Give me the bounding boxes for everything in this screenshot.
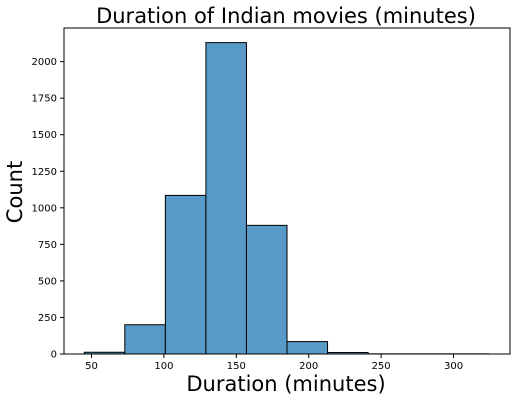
- x-tick-label: 50: [85, 361, 98, 372]
- y-tick-label: 250: [38, 313, 57, 324]
- histogram-bar-6: [287, 342, 328, 354]
- y-tick-label: 2000: [32, 57, 57, 68]
- y-tick-label: 500: [38, 276, 57, 287]
- x-tick-label: 150: [227, 361, 246, 372]
- histogram-bar-3: [165, 195, 206, 354]
- x-tick-label: 300: [444, 361, 463, 372]
- x-axis-label: Duration (minutes): [186, 372, 385, 396]
- y-tick-label: 0: [51, 350, 57, 361]
- y-tick-label: 1000: [32, 203, 57, 214]
- y-tick-label: 1250: [32, 167, 57, 178]
- y-axis-label: Count: [3, 161, 27, 223]
- histogram-bar-2: [125, 325, 166, 354]
- chart-title: Duration of Indian movies (minutes): [96, 4, 476, 28]
- x-tick-label: 100: [154, 361, 173, 372]
- x-tick-label: 200: [299, 361, 318, 372]
- y-tick-label: 750: [38, 240, 57, 251]
- y-tick-label: 1500: [32, 130, 57, 141]
- histogram-bar-5: [246, 225, 287, 354]
- y-tick-label: 1750: [32, 94, 57, 105]
- histogram-bar-4: [206, 43, 247, 354]
- x-tick-label: 250: [372, 361, 391, 372]
